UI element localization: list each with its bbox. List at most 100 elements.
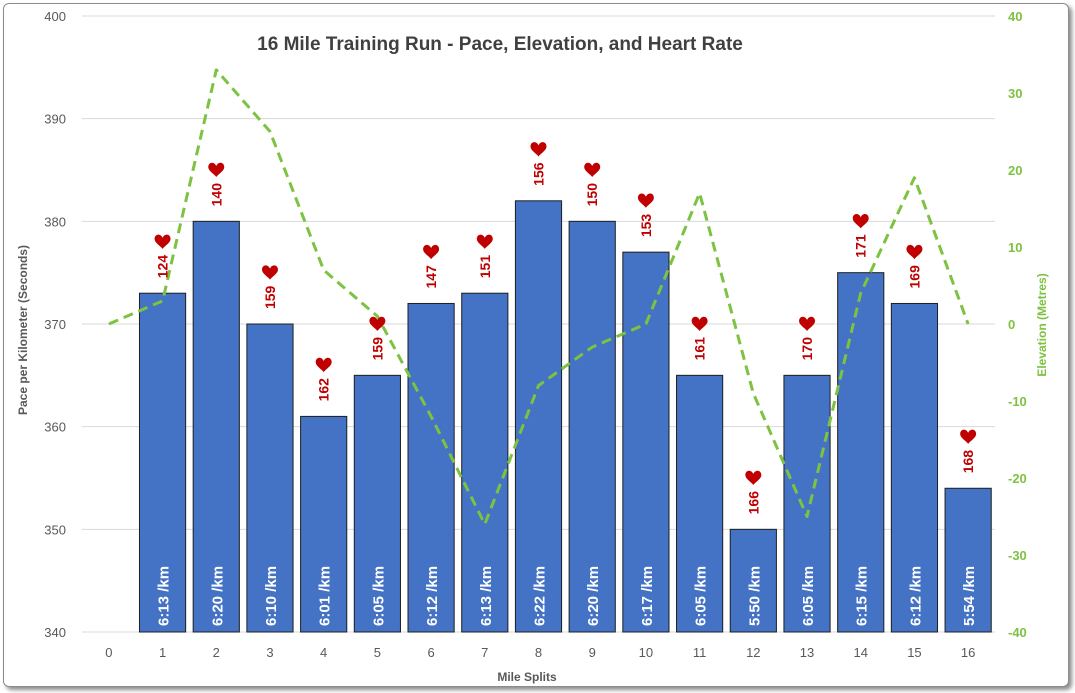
heart-rate-label: 171: [853, 234, 869, 258]
bar: [783, 374, 831, 633]
bar-value-label: 5:50 /km: [746, 566, 763, 626]
y-axis-title: Pace per Kilometer (Seconds): [16, 245, 30, 415]
heart-icon: [745, 470, 762, 485]
y2-axis-title: Elevation (Metres): [1035, 273, 1049, 376]
heart-rate-label: 166: [745, 491, 761, 515]
heart-rate-label: 140: [208, 183, 224, 207]
y-tick-label: 390: [44, 112, 66, 127]
heart-rate-label: 147: [423, 265, 439, 289]
y2-tick-label: 40: [1008, 9, 1022, 24]
heart-icon: [584, 162, 601, 177]
bar-value-label: 6:10 /km: [263, 566, 280, 626]
heart-rate-label: 161: [692, 337, 708, 361]
x-tick-label: 3: [266, 645, 273, 660]
x-tick-label: 10: [639, 645, 653, 660]
bar-value-label: 6:05 /km: [370, 566, 387, 626]
y2-tick-label: 30: [1008, 86, 1022, 101]
bar: [622, 251, 670, 633]
x-axis-title: Mile Splits: [497, 670, 557, 684]
heart-icon: [315, 357, 332, 373]
bar: [246, 323, 294, 633]
bar-series: 6:13 /km 6:20 /km 6:10 /km 6:01 /km 6:05 /km…: [138, 200, 992, 633]
heart-icon: [530, 142, 547, 157]
bar-value-label: 6:12 /km: [424, 566, 441, 626]
bar: [890, 302, 939, 633]
bar: [407, 302, 455, 633]
x-tick-label: 6: [427, 645, 434, 660]
bar: [568, 220, 616, 633]
bar-value-label: 6:20 /km: [585, 566, 602, 626]
y-tick-label: 340: [44, 625, 66, 640]
bar-value-label: 6:13 /km: [478, 566, 495, 626]
x-tick-label: 15: [907, 645, 921, 660]
bar-value-label: 6:15 /km: [854, 566, 871, 626]
heart-rate-label: 156: [531, 162, 547, 186]
heart-rate-label: 162: [316, 378, 332, 402]
y2-tick-label: -10: [1008, 394, 1027, 409]
x-tick-label: 5: [374, 645, 381, 660]
elevation-series: [108, 68, 970, 526]
x-tick-label: 0: [105, 645, 112, 660]
heart-icon: [852, 214, 869, 229]
heart-rate-label: 151: [477, 255, 493, 279]
bar: [300, 415, 348, 633]
heart-icon: [208, 162, 225, 177]
heart-icon: [369, 316, 386, 331]
heart-rate-label: 150: [584, 183, 600, 207]
heart-rate-label: 168: [960, 450, 976, 474]
heart-rate-label: 124: [155, 255, 171, 279]
y-tick-label: 400: [44, 9, 66, 24]
bar-value-label: 6:20 /km: [209, 566, 226, 626]
bar-value-label: 6:22 /km: [532, 566, 549, 626]
heart-icon: [691, 316, 708, 331]
heart-rate-label: 153: [638, 214, 654, 238]
bar: [192, 220, 240, 633]
elevation-line: [108, 68, 970, 526]
y-tick-label: 370: [44, 317, 66, 332]
x-tick-label: 11: [693, 645, 707, 660]
bar: [944, 487, 992, 633]
axis-ticks: 340350360370380390400-40-30-20-100102030…: [44, 9, 1027, 660]
y2-tick-label: 0: [1008, 317, 1015, 332]
bar: [514, 200, 563, 633]
y2-tick-label: 10: [1008, 240, 1022, 255]
x-tick-label: 8: [535, 645, 542, 660]
y-tick-label: 360: [44, 420, 66, 435]
bar-value-label: 6:13 /km: [156, 566, 173, 626]
y2-tick-label: -30: [1008, 548, 1027, 563]
heart-rate-label: 169: [906, 265, 922, 289]
x-tick-label: 12: [746, 645, 760, 660]
y2-tick-label: 20: [1008, 163, 1022, 178]
heart-icon: [476, 234, 493, 249]
chart-title: 16 Mile Training Run - Pace, Elevation, …: [257, 34, 743, 55]
x-tick-label: 13: [800, 645, 814, 660]
x-tick-label: 1: [159, 645, 166, 660]
y2-tick-label: -40: [1008, 625, 1027, 640]
heart-icon: [799, 316, 816, 331]
heart-icon: [423, 244, 440, 260]
x-tick-label: 4: [320, 645, 327, 660]
heart-icon: [906, 244, 923, 260]
x-tick-label: 16: [961, 645, 975, 660]
x-tick-label: 9: [589, 645, 596, 660]
x-tick-label: 14: [854, 645, 868, 660]
bar: [729, 528, 777, 633]
bar-value-label: 5:54 /km: [961, 566, 978, 626]
bar: [837, 272, 885, 633]
heart-rate-label: 159: [262, 285, 278, 309]
bar-value-label: 6:01 /km: [317, 566, 334, 626]
bar-value-label: 6:05 /km: [693, 566, 710, 626]
x-tick-label: 7: [481, 645, 488, 660]
y-tick-label: 380: [44, 214, 66, 229]
heart-rate-series: 124 140 159 162 159 147 151 156 150 153 161 166 170 1…: [154, 142, 977, 515]
bar: [138, 292, 187, 633]
x-tick-label: 2: [213, 645, 220, 660]
bar: [676, 374, 724, 633]
bar-value-label: 6:17 /km: [639, 566, 656, 626]
heart-rate-label: 170: [799, 337, 815, 361]
heart-icon: [960, 429, 977, 444]
heart-icon: [261, 265, 278, 280]
heart-rate-label: 159: [369, 337, 385, 361]
bar-value-label: 6:05 /km: [800, 566, 817, 626]
